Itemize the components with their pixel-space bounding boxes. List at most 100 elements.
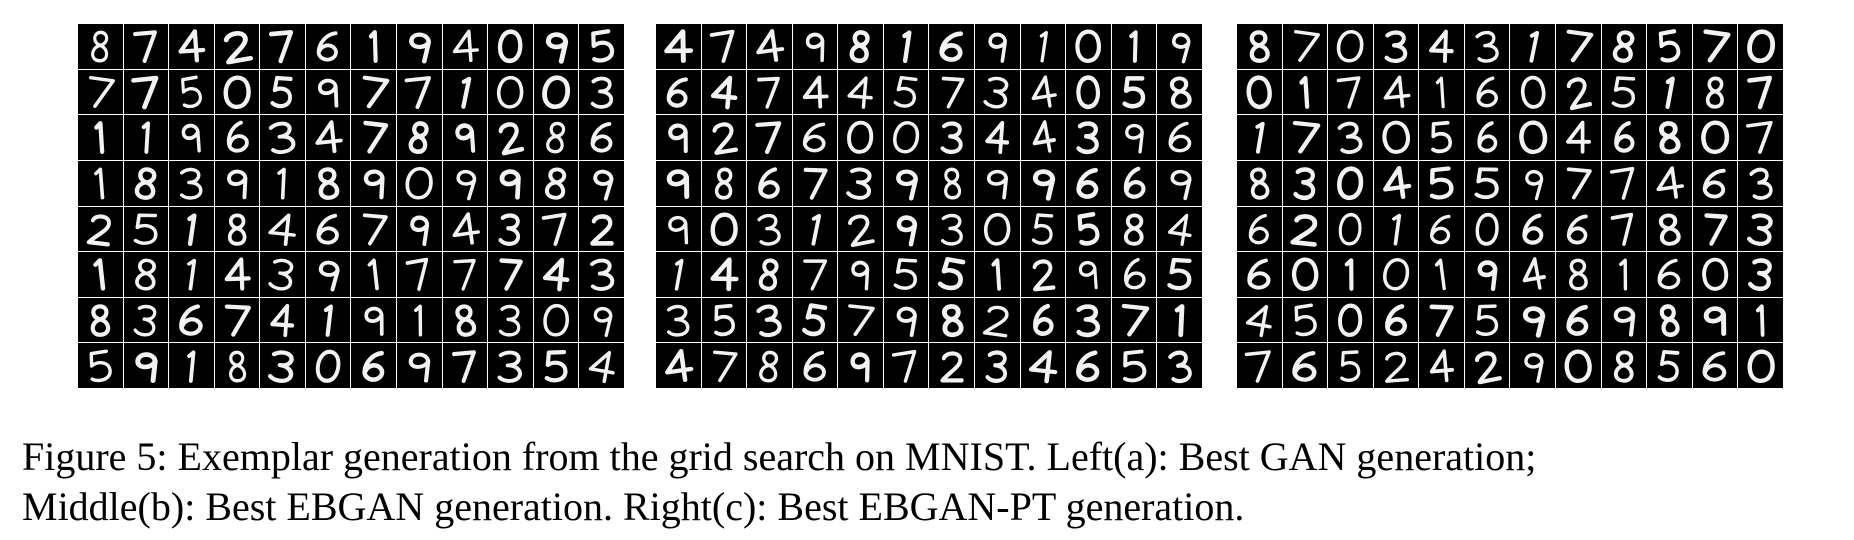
digit-sample-cell [975,252,1020,297]
digit-stroke-icon [1618,258,1627,291]
digit-stroke-icon [93,258,106,291]
digit-stroke-icon [1167,213,1192,246]
digit-stroke-icon [759,258,779,291]
digit-sample-cell [1373,343,1419,388]
digit-stroke-icon [270,303,295,338]
digit-sample-cell [169,343,214,388]
digit-sample-cell [1738,297,1783,343]
digit-stroke-icon [1658,349,1680,382]
digit-stroke-icon [405,257,429,292]
digit-stroke-icon [1429,29,1455,64]
digit-sample-cell [1237,252,1282,297]
digit-stroke-icon [1075,29,1102,64]
digit-stroke-icon [461,76,472,109]
digit-sample-cell [1066,160,1111,206]
digit-sample-cell [1111,160,1157,206]
digit-sample-cell [1556,252,1601,297]
digit-stroke-icon [323,304,333,337]
digit-stroke-icon [1246,75,1272,109]
digit-stroke-icon [1702,257,1729,292]
digit-stroke-icon [590,122,612,153]
digit-sample-cell [123,206,169,252]
digit-stroke-icon [1566,121,1592,155]
digit-sample-cell [1328,343,1373,388]
digit-sample-cell [656,343,701,388]
digit-sample-cell [1601,206,1647,252]
digit-stroke-icon [1475,31,1499,63]
digit-sample-cell [1066,206,1111,252]
digit-stroke-icon [1122,75,1146,109]
digit-stroke-icon [1174,303,1184,337]
digit-stroke-icon [1610,212,1633,246]
digit-stroke-icon [1475,212,1499,246]
digit-stroke-icon [847,121,874,155]
digit-stroke-icon [130,75,159,110]
digit-stroke-icon [589,258,614,292]
digit-sample-cell [929,160,975,206]
digit-stroke-icon [1169,76,1192,109]
digit-stroke-icon [1430,348,1455,382]
digit-stroke-icon [363,169,385,200]
digit-sample-cell [1111,206,1157,252]
digit-sample-cell [701,115,747,160]
digit-stroke-icon [937,257,965,291]
digit-sample-cell [351,343,397,388]
digit-sample-cell [533,24,579,69]
digit-sample-cell [579,343,624,388]
digit-stroke-icon [1431,121,1453,154]
digit-stroke-icon [1611,76,1636,108]
digit-sample-cell [1373,297,1419,343]
digit-sample-cell [1692,206,1738,252]
digit-sample-cell [1419,115,1464,160]
digit-sample-cell [214,160,260,206]
digit-stroke-icon [546,122,566,154]
digit-sample-cell [351,160,397,206]
digit-stroke-icon [1522,213,1543,245]
digit-stroke-icon [1032,120,1056,154]
digit-sample-cell [123,343,169,388]
digit-stroke-icon [1474,167,1499,200]
digit-sample-cell [656,24,701,69]
digit-sample-cell [1692,160,1738,206]
digit-sample-cell [123,160,169,206]
digit-sample-cell [533,206,579,252]
digit-sample-cell [442,69,488,115]
mnist-grid-middle-ebgan [656,24,1202,388]
digit-sample-cell [929,252,975,297]
digit-stroke-icon [1612,30,1635,63]
digit-sample-cell [883,160,929,206]
digit-stroke-icon [665,348,694,382]
digit-sample-cell [1419,206,1464,252]
digit-stroke-icon [316,31,338,62]
digit-sample-cell [1282,160,1328,206]
digit-stroke-icon [848,304,876,336]
digit-stroke-icon [938,31,963,62]
digit-sample-cell [838,297,883,343]
digit-sample-cell [792,115,838,160]
digit-sample-cell [1419,297,1464,343]
digit-stroke-icon [983,76,1009,109]
digit-stroke-icon [89,349,112,382]
digit-stroke-icon [896,306,917,337]
digit-sample-cell [1111,115,1157,160]
digit-sample-cell [442,24,488,69]
digit-stroke-icon [1665,76,1676,109]
digit-sample-cell [1510,160,1556,206]
digit-sample-cell [975,24,1020,69]
digit-sample-cell [1020,252,1066,297]
digit-sample-cell [1237,206,1282,252]
digit-stroke-icon [405,166,433,200]
digit-stroke-icon [456,169,476,201]
digit-sample-cell [1738,160,1783,206]
digit-stroke-icon [1337,166,1364,201]
digit-stroke-icon [453,259,476,291]
digit-stroke-icon [851,260,870,291]
digit-sample-cell [1282,69,1328,115]
digit-sample-cell [1601,252,1647,297]
digit-sample-cell [1282,206,1328,252]
digit-stroke-icon [1291,350,1317,382]
digit-stroke-icon [985,349,1008,383]
digit-sample-cell [838,343,883,388]
digit-sample-cell [883,24,929,69]
digit-stroke-icon [1336,76,1361,109]
